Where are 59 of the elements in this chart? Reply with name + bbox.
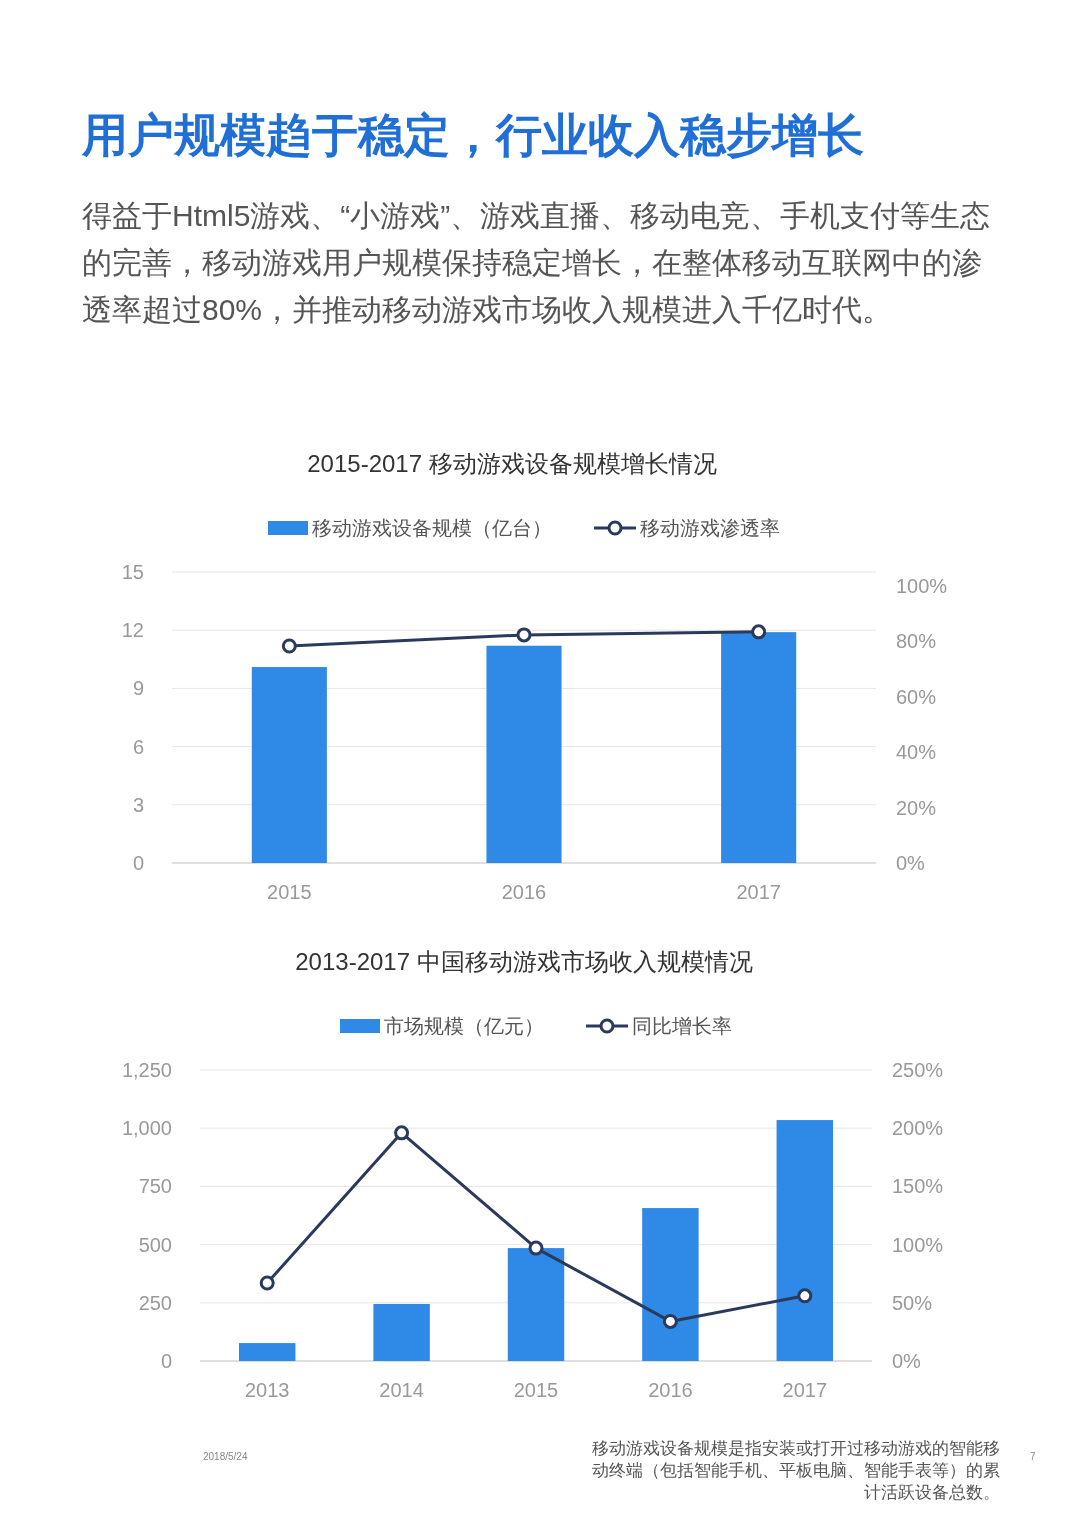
- y-tick-label: 15: [121, 561, 144, 583]
- y2-tick-label: 20%: [896, 796, 937, 819]
- y-tick-label: 3: [132, 793, 144, 816]
- point: [394, 1125, 410, 1141]
- bar: [486, 645, 562, 863]
- y2-tick-label: 50%: [892, 1291, 933, 1314]
- bar: [721, 632, 797, 863]
- x-tick-label: 2016: [648, 1379, 693, 1401]
- y2-tick-label: 40%: [896, 741, 937, 764]
- y-tick-label: 6: [132, 735, 144, 758]
- text: 得益于Html5游戏、“小游戏”、游戏直播、移动电竞、手机支付等生态的完善，移动游戏用户规模保持稳定增长，在整体移动互联网中的渗透率超过80%，并推动移动游戏市场收入规模进入千亿时代。: [82, 198, 992, 328]
- y-tick-label: 12: [121, 619, 144, 642]
- x-tick-label: 2015: [267, 881, 312, 903]
- point: [516, 627, 532, 643]
- x-tick-label: 2016: [501, 881, 547, 903]
- legend-label: 移动游戏渗透率: [640, 517, 780, 539]
- point: [281, 638, 297, 654]
- x-tick-label: 2014: [379, 1379, 424, 1401]
- legend-label: 移动游戏设备规模（亿台）: [312, 517, 552, 539]
- y-tick-label: 0: [160, 1350, 172, 1372]
- y-tick-label: 1,000: [121, 1117, 172, 1140]
- point: [259, 1275, 275, 1291]
- x-tick-label: 2017: [736, 881, 781, 903]
- text: 7: [1030, 1451, 1036, 1462]
- point: [528, 1240, 544, 1256]
- y-tick-label: 750: [138, 1175, 172, 1198]
- y-tick-label: 500: [138, 1233, 172, 1256]
- text: 移动游戏设备规模是指安装或打开过移动游戏的智能移动终端（包括智能手机、平板电脑、智能手表等）的累计活跃设备总数。: [591, 1438, 1000, 1504]
- y2-tick-label: 80%: [896, 630, 937, 653]
- y2-tick-label: 60%: [896, 685, 937, 708]
- y2-tick-label: 250%: [892, 1059, 944, 1081]
- y-tick-label: 0: [132, 852, 144, 874]
- y-tick-label: 250: [138, 1291, 172, 1314]
- x-tick-label: 2017: [782, 1379, 828, 1401]
- y-tick-label: 1,250: [121, 1059, 172, 1081]
- point: [662, 1313, 678, 1329]
- bar: [642, 1208, 699, 1361]
- x-tick-label: 2015: [513, 1379, 559, 1401]
- bar: [776, 1120, 834, 1361]
- y2-tick-label: 0%: [892, 1350, 922, 1372]
- y2-tick-label: 150%: [892, 1175, 944, 1198]
- point: [751, 624, 767, 640]
- y2-tick-label: 0%: [896, 852, 926, 874]
- legend-label: 市场规模（亿元）: [384, 1015, 544, 1037]
- bar: [507, 1248, 565, 1361]
- legend-label: 同比增长率: [632, 1015, 732, 1037]
- text: 2018/5/24: [203, 1451, 248, 1462]
- y2-tick-label: 100%: [892, 1233, 944, 1256]
- point: [797, 1288, 813, 1304]
- y2-tick-label: 100%: [896, 574, 948, 597]
- x-tick-label: 2013: [244, 1379, 290, 1401]
- bar: [238, 1343, 296, 1361]
- chart-title: 2013-2017 中国移动游戏市场收入规模情况: [295, 948, 753, 975]
- text: 用户规模趋于稳定，行业收入稳步增长: [82, 108, 865, 163]
- bar: [251, 667, 327, 863]
- chart-title: 2015-2017 移动游戏设备规模增长情况: [307, 450, 717, 477]
- bar: [373, 1303, 430, 1361]
- y-tick-label: 9: [132, 677, 144, 700]
- y2-tick-label: 200%: [892, 1117, 944, 1140]
